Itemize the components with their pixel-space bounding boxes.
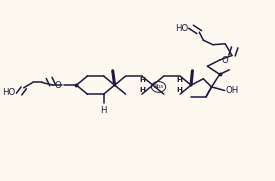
Text: H: H [177, 77, 183, 83]
Text: H: H [139, 77, 145, 83]
Text: H: H [139, 87, 145, 93]
Text: O: O [222, 56, 229, 65]
Text: H: H [177, 87, 183, 93]
Text: Abs: Abs [153, 84, 164, 89]
Text: O: O [55, 81, 61, 90]
Text: OH: OH [226, 86, 239, 95]
Text: HO: HO [2, 88, 16, 97]
Text: HO: HO [175, 24, 188, 33]
Text: H: H [100, 106, 107, 115]
